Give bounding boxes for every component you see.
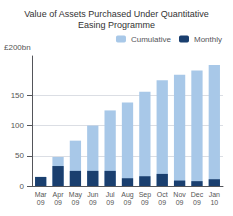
svg-text:09: 09: [124, 199, 132, 206]
svg-text:09: 09: [72, 199, 80, 206]
svg-text:09: 09: [89, 199, 97, 206]
svg-text:Oct: Oct: [157, 191, 168, 198]
svg-text:10: 10: [210, 199, 218, 206]
svg-text:0: 0: [20, 182, 25, 191]
svg-text:150: 150: [11, 91, 25, 100]
svg-text:Dec: Dec: [191, 191, 204, 198]
svg-text:50: 50: [15, 151, 24, 160]
svg-text:Jun: Jun: [87, 191, 98, 198]
svg-text:09: 09: [193, 199, 201, 206]
svg-text:09: 09: [106, 199, 114, 206]
svg-text:Easing Programme: Easing Programme: [78, 20, 155, 30]
svg-text:Apr: Apr: [53, 191, 65, 199]
svg-text:Monthly: Monthly: [194, 35, 222, 44]
svg-text:Jan: Jan: [209, 191, 220, 198]
svg-text:Jul: Jul: [106, 191, 115, 198]
svg-text:100: 100: [11, 121, 25, 130]
svg-text:09: 09: [176, 199, 184, 206]
svg-text:May: May: [69, 191, 83, 199]
svg-text:09: 09: [158, 199, 166, 206]
svg-text:Nov: Nov: [173, 191, 186, 198]
svg-text:Value of Assets Purchased Unde: Value of Assets Purchased Under Quantita…: [24, 9, 208, 19]
svg-text:Cumulative: Cumulative: [131, 35, 172, 44]
svg-text:£200bn: £200bn: [4, 43, 31, 52]
svg-text:Aug: Aug: [121, 191, 134, 199]
svg-text:Mar: Mar: [35, 191, 48, 198]
svg-text:09: 09: [141, 199, 149, 206]
svg-text:Sep: Sep: [139, 191, 152, 199]
svg-text:09: 09: [37, 199, 45, 206]
svg-text:09: 09: [54, 199, 62, 206]
